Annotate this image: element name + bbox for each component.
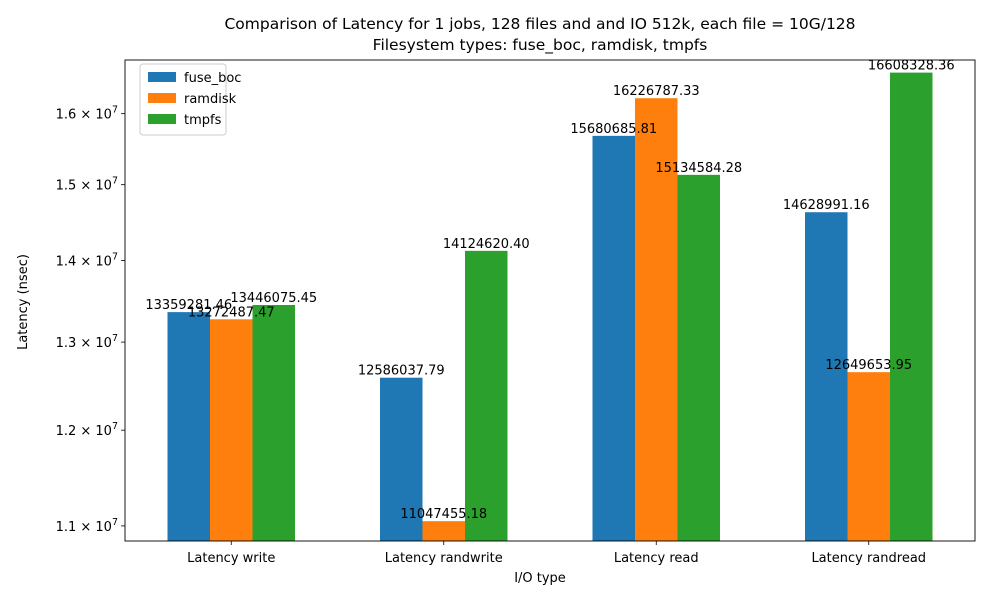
x-tick-label: Latency randwrite	[385, 551, 503, 566]
bar-ramdisk-3	[847, 372, 890, 541]
x-tick-label: Latency read	[614, 551, 699, 566]
data-label: 12586037.79	[358, 364, 445, 379]
y-tick-label: 1.4 × 107	[56, 252, 118, 270]
bar-fuse-boc-1	[380, 377, 423, 541]
bar-ramdisk-2	[635, 98, 678, 541]
legend-swatch-ramdisk	[148, 93, 176, 103]
y-tick-label: 1.3 × 107	[56, 333, 118, 351]
chart-title-line-1: Comparison of Latency for 1 jobs, 128 fi…	[224, 15, 855, 33]
legend-label-ramdisk: ramdisk	[184, 92, 237, 107]
data-label: 13446075.45	[230, 291, 317, 306]
data-label: 15680685.81	[570, 122, 657, 137]
plot-area: 13359281.46 12586037.79 15680685.81 1462899…	[56, 59, 976, 566]
x-tick-label: Latency randread	[811, 551, 926, 566]
bar-tmpfs-0	[252, 304, 295, 541]
bar-tmpfs-1	[465, 250, 508, 541]
data-label: 14124620.40	[443, 237, 530, 252]
data-label: 16608328.36	[868, 59, 955, 74]
bar-ramdisk-1	[422, 521, 465, 541]
y-tick-label: 1.5 × 107	[56, 176, 118, 194]
x-tick-label: Latency write	[187, 551, 275, 566]
bar-tmpfs-3	[890, 72, 933, 542]
legend-label-fuse-boc: fuse_boc	[184, 71, 241, 86]
data-label: 16226787.33	[613, 84, 700, 99]
bar-fuse-boc-3	[805, 212, 848, 542]
bar-fuse-boc-2	[592, 135, 635, 541]
y-axis-label: Latency (nsec)	[16, 254, 31, 350]
bar-fuse-boc-0	[167, 312, 210, 541]
legend-label-tmpfs: tmpfs	[184, 113, 222, 128]
plot-frame	[124, 59, 976, 542]
legend-swatch-fuse-boc	[148, 72, 176, 82]
data-label: 13359281.46	[145, 298, 232, 313]
data-label: 14628991.16	[783, 198, 870, 213]
legend-swatch-tmpfs	[148, 114, 176, 124]
data-label: 12649653.95	[825, 358, 912, 373]
x-axis-label: I/O type	[514, 571, 566, 586]
data-label: 13272487.47	[188, 305, 275, 320]
y-tick-label: 1.1 × 107	[56, 517, 118, 535]
y-tick-label: 1.6 × 107	[56, 105, 118, 123]
data-label: 15134584.28	[655, 161, 742, 176]
bar-tmpfs-2	[677, 174, 720, 541]
chart-title-line-2: Filesystem types: fuse_boc, ramdisk, tmp…	[373, 36, 708, 55]
y-tick-label: 1.2 × 107	[56, 421, 118, 439]
data-label: 11047455.18	[400, 507, 487, 522]
bar-ramdisk-0	[210, 319, 253, 541]
